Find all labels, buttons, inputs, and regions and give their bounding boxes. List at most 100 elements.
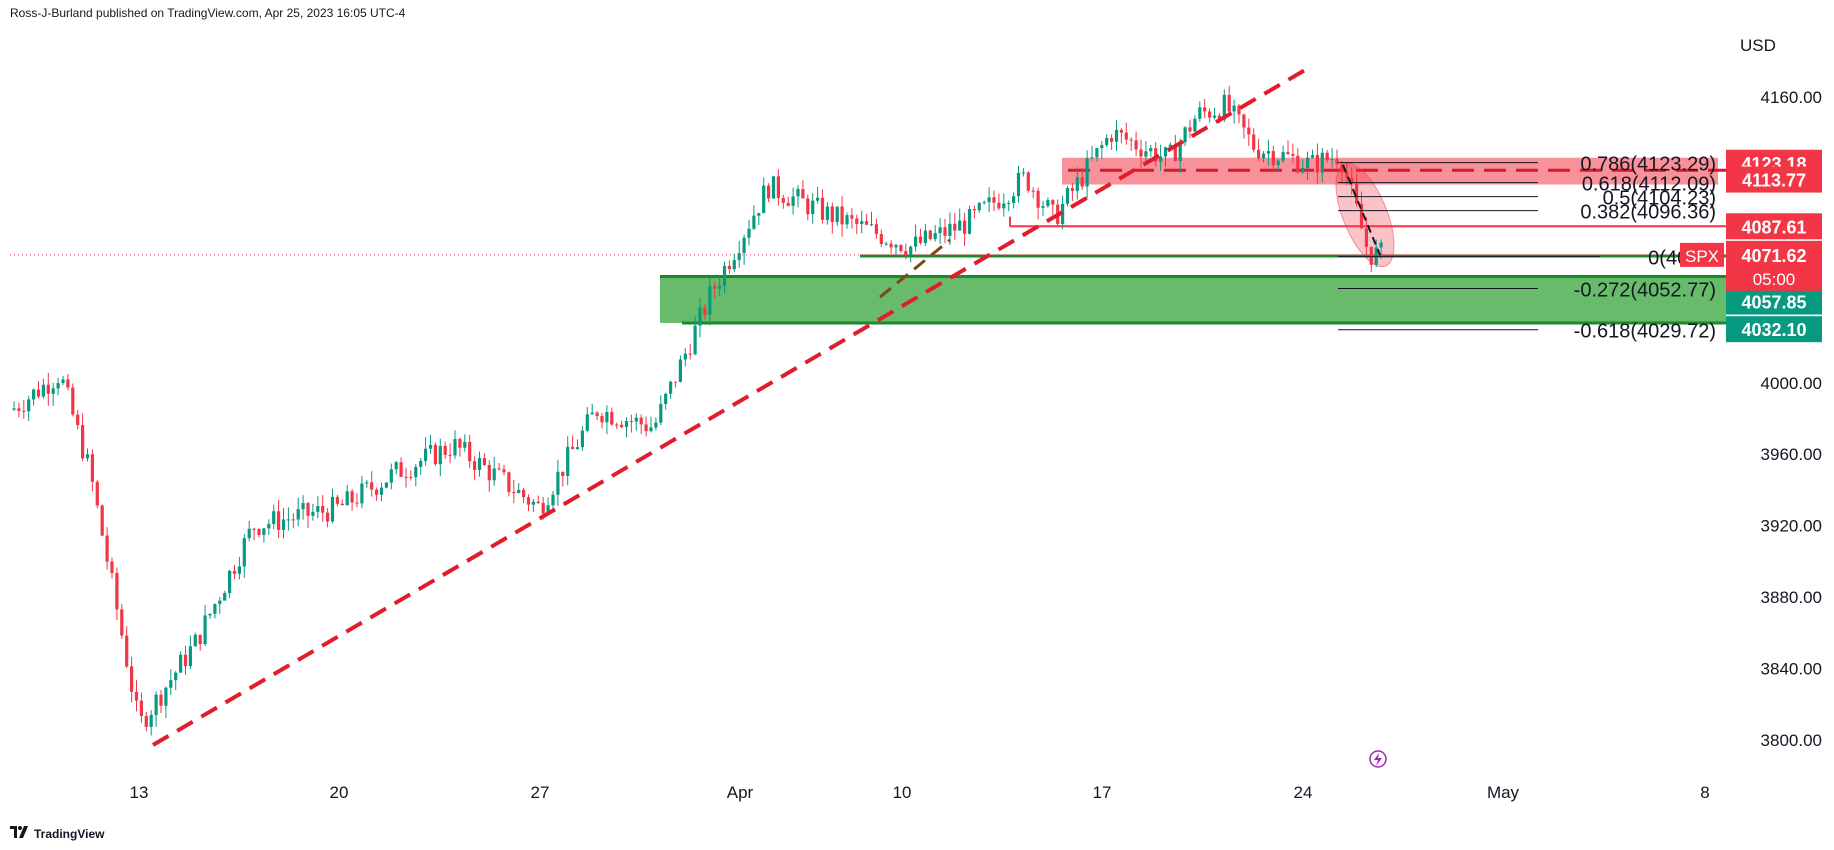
- candle-body: [884, 243, 888, 245]
- candle-body: [1359, 203, 1364, 229]
- candle-body: [404, 476, 408, 478]
- candle-body: [1065, 188, 1070, 204]
- candle-body: [267, 523, 271, 529]
- candle-body: [580, 430, 584, 448]
- candle-body: [654, 422, 658, 428]
- candle-body: [1085, 158, 1089, 187]
- candle-body: [1026, 172, 1030, 191]
- candle-body: [61, 379, 65, 384]
- trendline-segment: [879, 238, 951, 299]
- price-label-bg: [1726, 288, 1822, 315]
- fib-label: -0.272(4052.77): [1574, 280, 1716, 302]
- candle-body: [1095, 148, 1099, 158]
- candle-body: [27, 399, 31, 412]
- candle-body: [1286, 152, 1290, 154]
- candle-body: [497, 468, 501, 470]
- candle-body: [865, 221, 869, 225]
- candle-body: [889, 243, 893, 248]
- candle-body: [384, 482, 388, 488]
- candle-body: [492, 468, 496, 481]
- fib-label: -0.618(4029.72): [1574, 321, 1716, 343]
- candle-body: [130, 666, 134, 692]
- candle-body: [291, 519, 295, 521]
- candle-body: [943, 227, 947, 236]
- candlestick-chart[interactable]: 0.786(4123.29)0.618(4112.09)0.5(4104.23)…: [0, 0, 1834, 820]
- candle-body: [566, 446, 570, 476]
- candle-body: [183, 654, 188, 667]
- candle-body: [174, 672, 178, 681]
- candle-body: [673, 381, 678, 383]
- candle-body: [1173, 144, 1177, 162]
- price-label-bg: [1726, 316, 1822, 343]
- candle-body: [664, 393, 668, 405]
- candle-body: [443, 445, 447, 455]
- candle-body: [571, 446, 575, 450]
- candle-body: [953, 223, 957, 231]
- candle-body: [1007, 202, 1011, 204]
- candle-body: [522, 489, 526, 498]
- fib-label: 0.618(4112.09): [1582, 174, 1716, 196]
- candle-body: [1134, 140, 1138, 150]
- candle-body: [855, 218, 859, 224]
- candle-body: [1350, 177, 1354, 184]
- candle-body: [1217, 115, 1221, 120]
- price-label-bg: [1726, 213, 1822, 240]
- candle-body: [286, 519, 290, 521]
- candle-body: [1163, 147, 1168, 157]
- candle-body: [1369, 246, 1373, 265]
- candle-body: [860, 221, 864, 224]
- candle-body: [296, 509, 300, 520]
- candle-body: [473, 461, 477, 470]
- candle-body: [1070, 188, 1074, 191]
- candle-body: [507, 472, 511, 492]
- candle-body: [321, 505, 325, 513]
- candle-body: [438, 445, 442, 465]
- candle-body: [32, 389, 36, 400]
- candle-body: [36, 389, 41, 397]
- candle-body: [997, 202, 1001, 209]
- candle-body: [487, 464, 491, 481]
- price-label: 4087.61: [1741, 217, 1806, 237]
- candle-body: [1144, 151, 1148, 157]
- candle-body: [51, 388, 55, 394]
- candle-body: [105, 535, 109, 562]
- candle-body: [1149, 148, 1153, 152]
- candle-body: [453, 439, 457, 456]
- candle-body: [948, 223, 952, 236]
- candle-body: [1203, 107, 1207, 112]
- candle-body: [257, 529, 261, 535]
- candle-body: [1002, 203, 1006, 209]
- price-label: 4057.85: [1741, 293, 1806, 313]
- candle-body: [1159, 156, 1163, 162]
- candle-body: [629, 421, 633, 423]
- candle-body: [879, 234, 883, 244]
- x-tick-label: 27: [531, 783, 550, 802]
- candle-body: [76, 414, 80, 425]
- fib-label: 0.382(4096.36): [1580, 202, 1716, 224]
- y-axis[interactable]: 4160.00 4000.00 3960.00 3920.00 3880.00 3840.…: [1761, 88, 1822, 750]
- candle-body: [541, 502, 545, 514]
- candle-body: [1193, 118, 1197, 132]
- support-zone: [660, 276, 1726, 323]
- candle-body: [575, 447, 580, 450]
- candle-body: [213, 604, 217, 614]
- candle-body: [526, 497, 531, 505]
- candle-body: [1021, 172, 1025, 174]
- price-label: 4032.10: [1741, 320, 1806, 340]
- candle-body: [355, 502, 359, 504]
- candle-body: [85, 454, 90, 459]
- candle-body: [115, 572, 119, 610]
- candle-body: [1212, 115, 1217, 118]
- candle-body: [370, 482, 374, 490]
- candle-body: [796, 189, 800, 197]
- candle-body: [1345, 172, 1349, 178]
- x-tick-label: 20: [330, 783, 349, 802]
- candle-body: [1114, 129, 1119, 142]
- candle-body: [169, 680, 173, 688]
- candle-body: [110, 561, 114, 573]
- candle-body: [458, 439, 462, 448]
- lightning-icon[interactable]: [1369, 750, 1387, 768]
- candle-body: [277, 511, 281, 530]
- x-axis[interactable]: 13 20 27 Apr 10 17 24 May 8: [130, 783, 1710, 802]
- candle-body: [1252, 134, 1256, 150]
